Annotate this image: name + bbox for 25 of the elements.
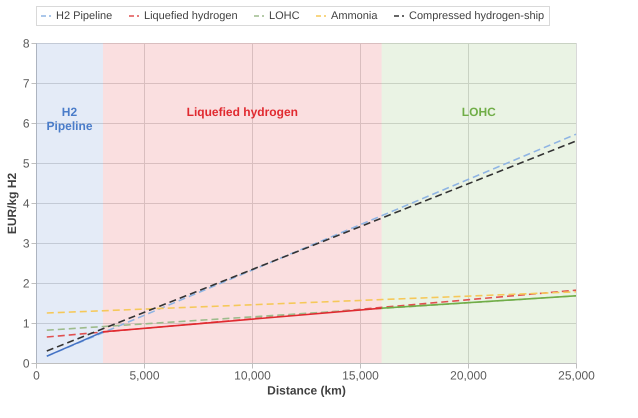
band-label: Liquefied hydrogen	[186, 105, 298, 119]
y-axis-title: EUR/kg H2	[4, 172, 19, 234]
legend-label: Ammonia	[331, 10, 378, 22]
x-axis-title: Distance (km)	[267, 384, 346, 398]
x-tick-label: 25,000	[558, 368, 596, 382]
y-tick-label: 6	[22, 116, 30, 130]
y-tick-label: 8	[22, 36, 30, 50]
legend-label: LOHC	[269, 10, 300, 22]
x-tick-label: 20,000	[450, 368, 488, 382]
y-tick-label: 7	[22, 76, 30, 90]
y-tick-label: 4	[22, 196, 30, 210]
y-tick-label: 0	[22, 356, 30, 370]
x-tick-label: 0	[33, 368, 40, 382]
y-tick-label: 1	[22, 316, 30, 330]
y-tick-label: 3	[22, 236, 30, 250]
band-label: H2 Pipeline	[46, 105, 93, 133]
x-tick-label: 5,000	[129, 368, 160, 382]
x-tick-label: 15,000	[342, 368, 380, 382]
legend-label: H2 Pipeline	[56, 10, 112, 22]
y-tick-label: 2	[22, 276, 30, 290]
y-tick-label: 5	[22, 156, 30, 170]
legend-label: Liquefied hydrogen	[144, 10, 238, 22]
x-tick-label: 10,000	[234, 368, 272, 382]
legend-label: Compressed hydrogen-ship	[409, 10, 544, 22]
band-label: LOHC	[462, 105, 496, 119]
